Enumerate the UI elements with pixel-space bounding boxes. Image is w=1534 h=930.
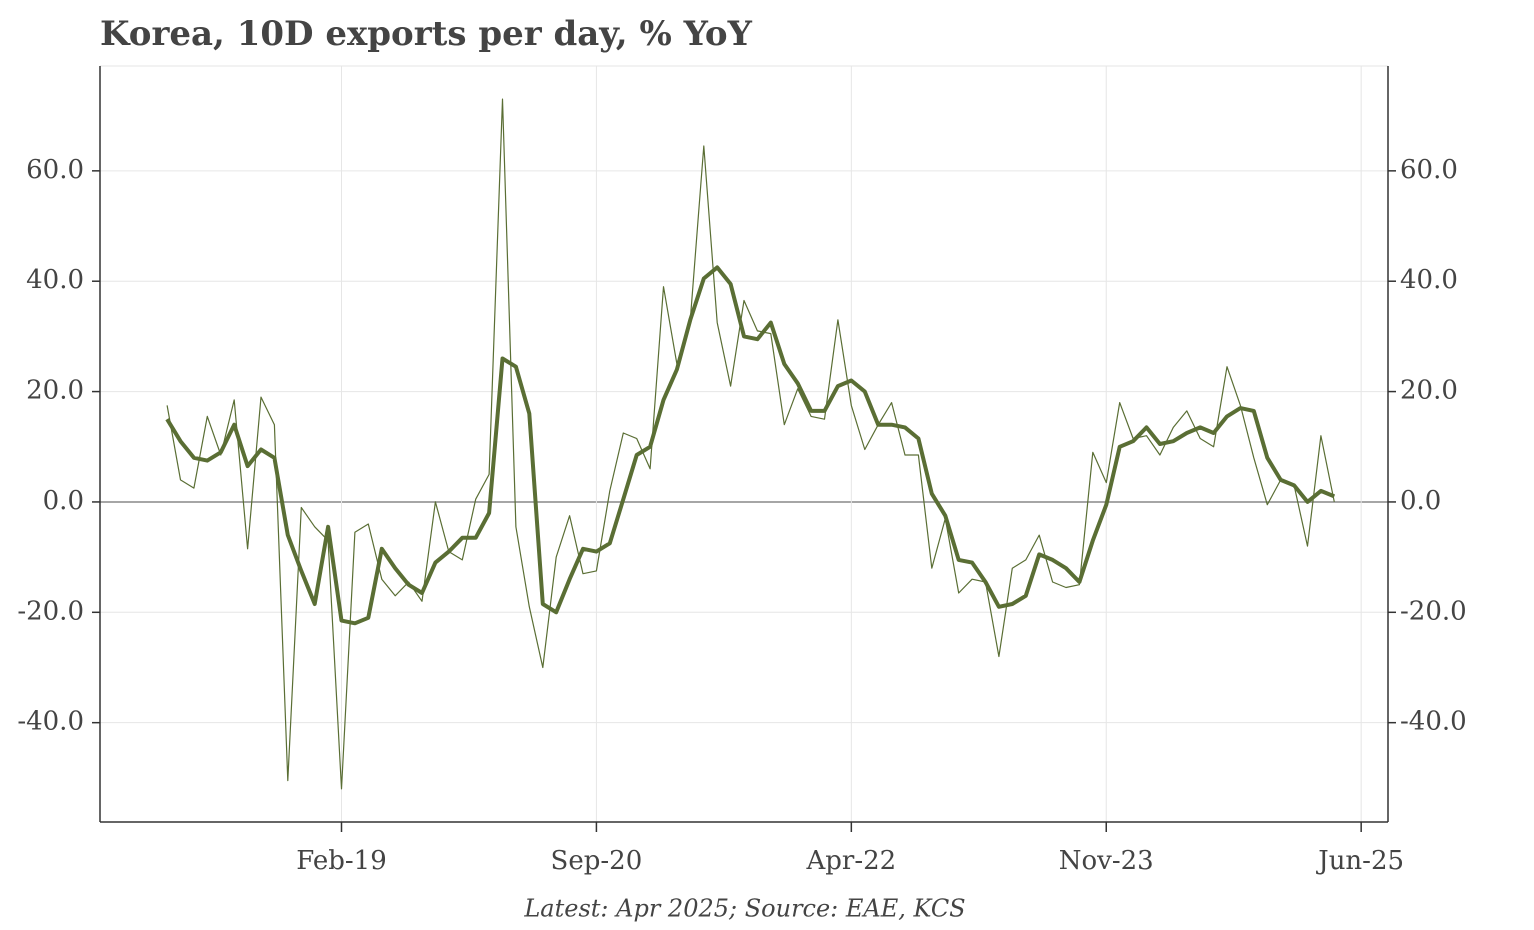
y-tick-label: 60.0 — [26, 155, 84, 185]
x-tick-label: Nov-23 — [1059, 846, 1154, 876]
y2-tick-label: 60.0 — [1400, 155, 1458, 185]
y2-tick-label: 0.0 — [1400, 486, 1441, 516]
y-tick-label: -40.0 — [17, 707, 84, 737]
y-tick-label: 20.0 — [26, 376, 84, 406]
footnote: Latest: Apr 2025; Source: EAE, KCS — [523, 895, 965, 923]
y2-tick-label: -20.0 — [1400, 596, 1467, 626]
y2-tick-label: 40.0 — [1400, 265, 1458, 295]
y-tick-label: 0.0 — [43, 486, 84, 516]
y2-tick-label: 20.0 — [1400, 376, 1458, 406]
x-tick-label: Sep-20 — [551, 846, 643, 876]
x-tick-label: Feb-19 — [296, 846, 387, 876]
y-tick-label: 40.0 — [26, 265, 84, 295]
y2-tick-label: -40.0 — [1400, 707, 1467, 737]
x-tick-label: Apr-22 — [805, 846, 896, 876]
chart-title: Korea, 10D exports per day, % YoY — [100, 14, 753, 54]
y-tick-label: -20.0 — [17, 596, 84, 626]
x-tick-label: Jun-25 — [1315, 846, 1404, 876]
line — [165, 265, 1336, 626]
